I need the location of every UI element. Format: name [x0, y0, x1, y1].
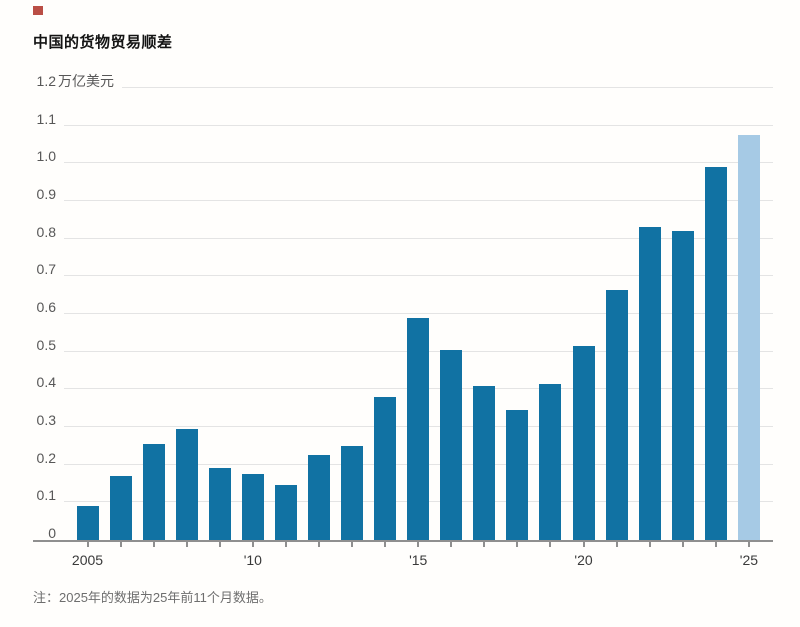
gridline: [64, 275, 773, 277]
gridline-row: 0.3: [33, 408, 773, 427]
x-axis-tick: [549, 542, 552, 547]
x-tick-label-2010: '10: [243, 552, 262, 568]
x-axis-tick: [86, 542, 89, 547]
gridline: [64, 312, 773, 314]
x-axis-tick: [218, 542, 221, 547]
bar-2005: [76, 506, 99, 540]
x-axis-tick: [284, 542, 287, 547]
bar-2024: [704, 167, 727, 540]
y-tick-label: 0.4: [36, 374, 56, 391]
x-axis-tick: [317, 542, 320, 547]
chart-title: 中国的货物贸易顺差: [33, 34, 173, 51]
x-axis-tick: [152, 542, 155, 547]
bar-2022: [638, 227, 661, 540]
y-tick-label: 0.6: [36, 298, 56, 315]
x-axis-tick: [516, 542, 519, 547]
y-axis-unit-label: 万亿美元: [58, 72, 114, 89]
bar-2011: [274, 485, 297, 540]
bar-2023: [671, 231, 694, 540]
gridline: [64, 124, 773, 126]
gridline-row: 0.7: [33, 257, 773, 278]
x-axis-tick: [351, 542, 354, 547]
bar-2015: [407, 317, 430, 540]
bar-2019: [539, 383, 562, 540]
gridline: [122, 86, 773, 88]
x-axis-tick: [615, 542, 618, 547]
y-tick-label: 0.7: [36, 261, 56, 278]
chart-footnote: 注：2025年的数据为25年前11个月数据。: [33, 590, 272, 605]
bar-2009: [208, 468, 231, 540]
gridline-row: 0.6: [33, 295, 773, 314]
x-axis-tick: [681, 542, 684, 547]
y-tick-label: 0.9: [36, 185, 56, 202]
x-axis-tick: [251, 542, 254, 547]
y-tick-label: 1.2: [36, 72, 56, 89]
y-tick-label: 0.8: [36, 223, 56, 240]
gridline-row: 1.2 万亿美元: [33, 69, 773, 88]
y-tick-label: 0: [48, 525, 56, 541]
y-tick-label: 0.2: [36, 449, 56, 466]
x-axis-tick: [747, 542, 750, 547]
x-axis-tick: [384, 542, 387, 547]
y-tick-label: 0.5: [36, 336, 56, 353]
x-tick-label-2005: 2005: [71, 552, 104, 568]
x-axis-tick: [648, 542, 651, 547]
x-axis-tick: [185, 542, 188, 547]
x-axis-line: [33, 540, 773, 542]
y-tick-label: 0.1: [36, 487, 56, 504]
y-tick-label: 0.3: [36, 411, 56, 428]
gridline: [64, 199, 773, 201]
bar-2014: [374, 396, 397, 540]
bar-2018: [506, 410, 529, 540]
bar-2013: [341, 445, 364, 540]
bar-2016: [440, 349, 463, 540]
bar-2012: [307, 455, 330, 540]
gridline-row: 0.8: [33, 220, 773, 239]
x-axis-tick: [714, 542, 717, 547]
x-tick-label-2025: '25: [739, 552, 759, 568]
bar-2021: [605, 289, 628, 540]
red-accent-mark: [33, 6, 43, 15]
bar-2020: [572, 346, 595, 540]
gridline: [64, 162, 773, 164]
bar-2007: [142, 443, 165, 540]
bar-2008: [175, 428, 198, 540]
y-tick-label: 1.1: [36, 110, 56, 127]
bar-2010: [241, 474, 264, 540]
y-tick-label: 1.0: [36, 148, 56, 165]
x-tick-label-2015: '15: [409, 552, 428, 568]
x-axis-tick: [119, 542, 122, 547]
x-tick-label-2020: '20: [574, 552, 593, 568]
gridline-row: 1.1: [33, 107, 773, 126]
bar-2017: [473, 385, 496, 540]
x-axis-tick: [417, 542, 420, 547]
gridline-row: 0.5: [33, 333, 773, 352]
bar-2006: [109, 475, 132, 540]
gridline-row: 0: [33, 521, 773, 540]
gridline: [64, 237, 773, 239]
bar-2025: [737, 135, 760, 540]
x-axis-tick: [582, 542, 585, 547]
gridline-row: 1.0: [33, 144, 773, 165]
gridline-row: 0.4: [33, 370, 773, 391]
gridline-row: 0.9: [33, 182, 773, 201]
x-axis-tick: [483, 542, 486, 547]
x-axis-tick: [450, 542, 453, 547]
